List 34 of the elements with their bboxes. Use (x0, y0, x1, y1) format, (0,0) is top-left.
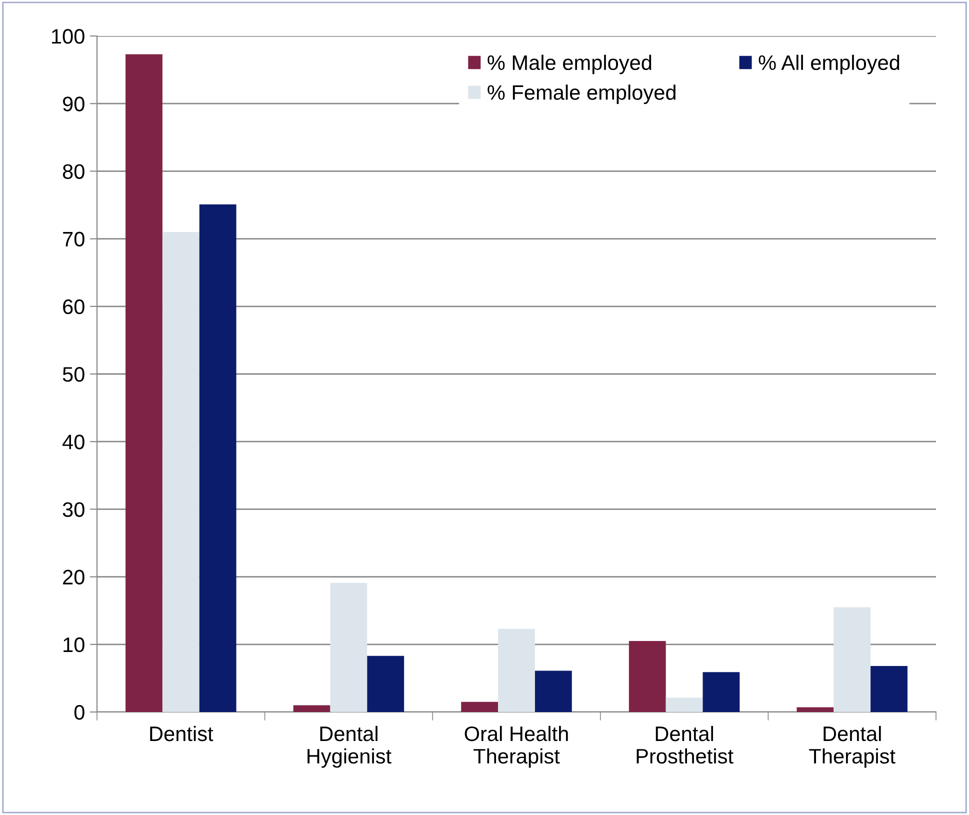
bar (126, 54, 162, 712)
x-tick-label: Dentist (150, 726, 214, 742)
legend-label: % Female employed (488, 84, 676, 104)
y-tick-label: 100 (52, 29, 84, 44)
y-tick-label: 30 (62, 502, 84, 517)
bar (534, 670, 572, 712)
bar (870, 666, 908, 712)
bar (702, 672, 740, 712)
legend-label: % All employed (758, 54, 900, 74)
bar (199, 204, 236, 712)
y-tick-label: 90 (63, 96, 84, 112)
legend-label: % Male employed (488, 54, 652, 74)
x-tick-label: Oral Health Therapist (464, 726, 568, 768)
y-tick-label: 20 (63, 570, 84, 585)
bar (666, 698, 703, 712)
x-tick-label: Dental Hygienist (308, 726, 392, 768)
y-tick-label: 50 (62, 367, 84, 382)
bar (796, 707, 834, 712)
bar (330, 582, 368, 712)
y-tick-label: 60 (63, 299, 84, 314)
y-tick-label: 80 (62, 164, 84, 179)
bar (162, 232, 200, 712)
y-tick-label: 70 (63, 232, 84, 247)
bar (367, 656, 404, 712)
bar (461, 702, 498, 712)
x-tick-label: Dental Prosthetist (636, 726, 734, 764)
bar (628, 641, 666, 712)
y-tick-label: 10 (64, 637, 84, 652)
bar (834, 607, 871, 712)
y-tick-label: 0 (74, 705, 84, 720)
bar (498, 628, 535, 712)
y-tick-label: 40 (62, 434, 84, 450)
x-tick-label: Dental Therapist (809, 726, 896, 768)
bar (293, 705, 330, 712)
